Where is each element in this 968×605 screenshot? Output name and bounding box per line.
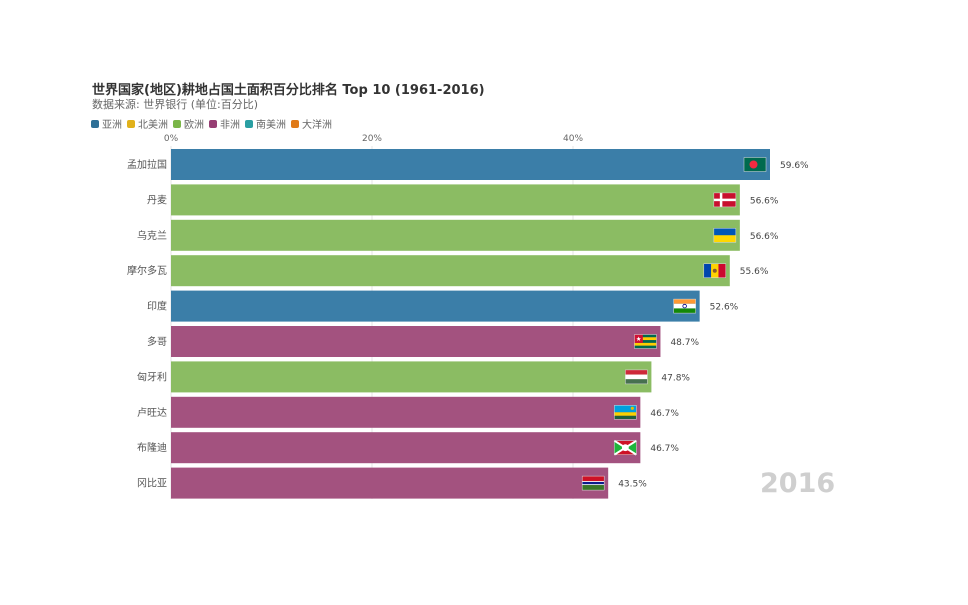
legend-label: 大洋洲: [302, 120, 332, 131]
legend-item[interactable]: 南美洲: [245, 116, 286, 131]
legend-swatch: [245, 119, 253, 128]
category-label: 多哥: [147, 335, 167, 348]
legend-label: 非洲: [220, 120, 240, 131]
legend-label: 亚洲: [102, 120, 122, 131]
legend-swatch: [91, 119, 99, 128]
x-tick-label: 0%: [164, 134, 179, 144]
legend-item[interactable]: 欧洲: [173, 116, 204, 131]
value-label: 46.7%: [650, 409, 679, 419]
bar: [171, 361, 652, 393]
bar: [171, 184, 740, 216]
india-flag-icon: [673, 298, 696, 314]
legend-label: 南美洲: [256, 120, 286, 131]
togo-flag-icon: [634, 334, 657, 349]
legend-swatch: [209, 119, 217, 128]
value-label: 56.6%: [750, 232, 779, 242]
hungary-flag-icon: [625, 369, 648, 385]
value-label: 46.7%: [650, 444, 679, 454]
chart-subtitle: 数据来源: 世界银行 (单位:百分比): [92, 98, 258, 111]
legend-label: 北美洲: [138, 120, 168, 131]
category-label: 匈牙利: [137, 370, 167, 383]
bar: [171, 149, 770, 180]
legend-swatch: [173, 119, 181, 128]
year-label: 2016: [760, 468, 836, 499]
legend-item[interactable]: 大洋洲: [291, 116, 332, 131]
value-label: 43.5%: [618, 480, 647, 490]
legend-item[interactable]: 亚洲: [91, 116, 122, 131]
bar: [171, 396, 641, 428]
value-label: 55.6%: [740, 267, 769, 277]
bar: [171, 432, 641, 464]
category-label: 布隆迪: [137, 441, 167, 454]
gambia-flag-icon: [581, 475, 605, 491]
bar: [171, 219, 740, 251]
x-tick-label: 20%: [362, 134, 382, 144]
category-label: 摩尔多瓦: [127, 264, 167, 277]
category-label: 丹麦: [147, 194, 167, 206]
bangladesh-flag-icon: [743, 157, 767, 172]
category-label: 冈比亚: [137, 478, 167, 490]
category-label: 孟加拉国: [127, 158, 167, 171]
category-label: 印度: [147, 300, 167, 313]
x-tick-label: 40%: [563, 134, 583, 144]
bar: [171, 290, 700, 322]
value-label: 48.7%: [670, 338, 699, 348]
value-label: 59.6%: [780, 161, 809, 171]
legend-swatch: [291, 119, 299, 128]
category-label: 乌克兰: [137, 229, 167, 242]
value-label: 47.8%: [661, 373, 690, 383]
denmark-flag-icon: [713, 192, 737, 208]
chart-title: 世界国家(地区)耕地占国土面积百分比排名 Top 10 (1961-2016): [92, 83, 485, 98]
value-label: 52.6%: [710, 303, 739, 313]
bar: [171, 326, 661, 357]
bar: [171, 467, 609, 499]
rwanda-flag-icon: [614, 405, 637, 420]
legend-swatch: [127, 119, 135, 128]
category-label: 卢旺达: [137, 406, 167, 419]
moldova-flag-icon: [703, 263, 727, 278]
value-label: 56.6%: [750, 196, 779, 206]
legend-item[interactable]: 非洲: [209, 116, 240, 131]
ukraine-flag-icon: [713, 228, 737, 243]
chart-legend: 亚洲 北美洲 欧洲 非洲 南美洲 大洋洲: [91, 116, 337, 131]
burundi-flag-icon: [613, 439, 637, 456]
legend-item[interactable]: 北美洲: [127, 116, 168, 131]
bar: [171, 255, 730, 287]
legend-label: 欧洲: [184, 120, 204, 131]
